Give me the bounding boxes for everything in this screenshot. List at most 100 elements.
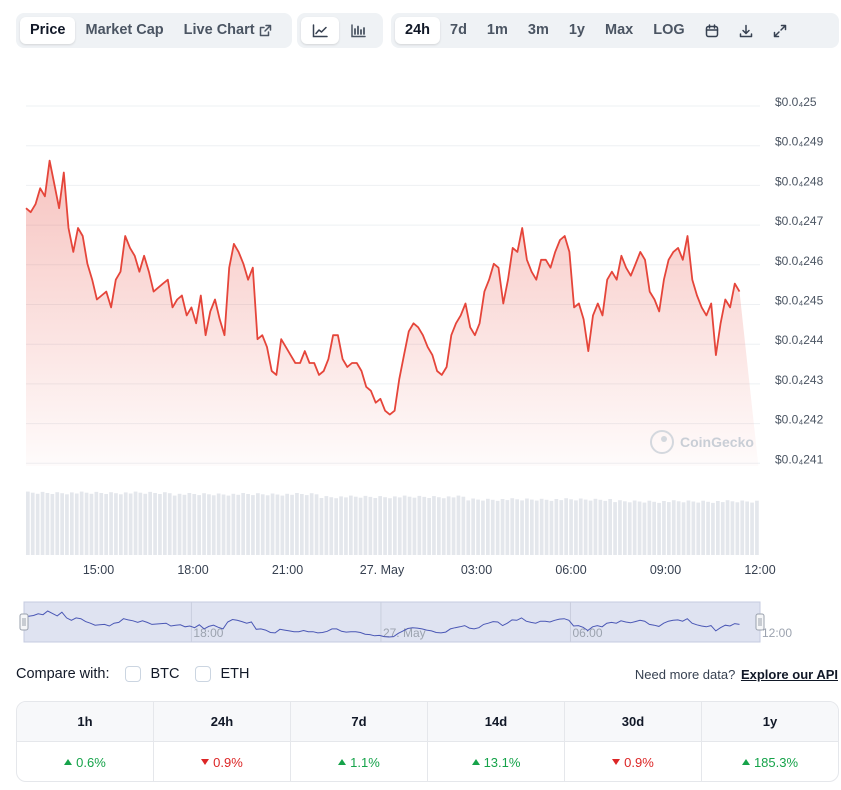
volume-bar	[236, 494, 241, 555]
calendar-button[interactable]	[695, 17, 729, 44]
volume-bar	[89, 493, 94, 555]
price-line	[25, 159, 741, 416]
volume-bar	[720, 502, 725, 555]
range-3m-tab[interactable]: 3m	[527, 22, 549, 38]
volume-bar	[559, 500, 564, 555]
change-cell-1y: 185.3%	[702, 742, 838, 781]
volume-bar	[569, 499, 573, 555]
volume-bar	[417, 495, 422, 555]
volume-bar	[657, 502, 661, 555]
volume-bar	[35, 493, 40, 555]
volume-bar	[153, 493, 157, 555]
volume-bar	[412, 497, 417, 555]
volume-bar	[300, 494, 304, 555]
price-tab[interactable]: Price	[20, 17, 76, 44]
volume-bar	[441, 498, 446, 555]
price-chart[interactable]: $0.0₄25 $0.0₄249 $0.0₄248 $0.0₄247 $0.0₄246 $…	[0, 60, 841, 650]
volume-bar	[486, 498, 490, 555]
volume-bar	[730, 501, 735, 555]
change-1h-value: 0.6%	[76, 754, 106, 770]
period-30d: 30d	[565, 702, 702, 741]
volume-bar	[260, 494, 265, 555]
volume-bar	[461, 496, 466, 555]
volume-bar	[623, 501, 627, 555]
change-value-row: 0.6% 0.9% 1.1% 13.1% 0.9% 185.3%	[17, 742, 838, 781]
range-navigator[interactable]: 18:00 27. May 06:00 12:00	[19, 601, 792, 643]
change-14d: 13.1%	[471, 755, 520, 770]
volume-bar	[456, 495, 461, 555]
range-24h-tab[interactable]: 24h	[395, 17, 440, 44]
period-7d: 7d	[291, 702, 428, 741]
volume-bar	[598, 499, 603, 555]
market-cap-tab[interactable]: Market Cap	[85, 22, 164, 38]
volume-bar	[30, 492, 35, 555]
volume-bar	[476, 499, 480, 555]
volume-bar	[637, 501, 642, 555]
change-1y-value: 185.3%	[753, 754, 799, 770]
volume-bar	[466, 500, 471, 555]
change-cell-7d: 1.1%	[291, 742, 428, 781]
fullscreen-button[interactable]	[763, 17, 797, 44]
volume-bar	[530, 499, 534, 555]
range-7d-tab[interactable]: 7d	[450, 22, 467, 38]
volume-bar	[647, 500, 652, 555]
range-max-tab[interactable]: Max	[605, 22, 634, 38]
volume-bar	[221, 494, 226, 555]
volume-bar	[70, 492, 74, 555]
volume-bar	[525, 498, 529, 555]
caret-up-icon	[741, 759, 750, 765]
change-24h: 0.9%	[201, 755, 243, 770]
navigator-tick-label: 06:00	[572, 626, 602, 640]
navigator-right-handle[interactable]	[755, 613, 765, 631]
price-change-table: 1h 24h 7d 14d 30d 1y 0.6% 0.9% 1.1% 13.1…	[16, 701, 839, 782]
volume-bar	[481, 500, 485, 555]
volume-bar	[26, 491, 30, 555]
volume-bar	[50, 494, 55, 555]
btc-checkbox-box[interactable]	[125, 666, 142, 682]
line-chart-icon	[312, 23, 328, 38]
coingecko-watermark: CoinGecko	[650, 430, 754, 454]
volume-bar	[55, 492, 60, 555]
volume-bar	[490, 499, 495, 555]
volume-bar	[564, 498, 568, 555]
volume-bar	[216, 493, 221, 555]
volume-bar	[138, 492, 143, 555]
volume-bar	[192, 494, 197, 555]
volume-bar	[314, 494, 319, 555]
y-tick-label: $0.0₄249	[775, 135, 824, 149]
line-chart-button[interactable]	[301, 17, 339, 44]
volume-bar	[143, 493, 148, 555]
volume-bar	[539, 498, 544, 555]
change-cell-1h: 0.6%	[17, 742, 154, 781]
volume-bar	[510, 498, 515, 555]
live-chart-link[interactable]: Live Chart	[174, 17, 282, 44]
volume-bar	[319, 498, 324, 555]
volume-bar	[285, 493, 289, 555]
volume-bar	[104, 494, 108, 555]
range-1m-tab[interactable]: 1m	[486, 22, 508, 38]
period-1h: 1h	[17, 702, 154, 741]
api-prompt: Need more data?	[634, 667, 736, 682]
download-button[interactable]	[729, 17, 763, 44]
volume-bar	[520, 500, 524, 555]
volume-bar	[603, 500, 608, 555]
log-scale-toggle[interactable]: LOG	[653, 22, 685, 38]
eth-checkbox-box[interactable]	[195, 666, 212, 682]
volume-bar	[40, 491, 45, 555]
compare-eth-checkbox[interactable]: ETH	[195, 666, 249, 682]
range-1y-tab[interactable]: 1y	[568, 22, 585, 38]
volume-bar	[295, 493, 299, 555]
volume-bar	[701, 500, 705, 555]
navigator-tick-label: 18:00	[193, 626, 223, 640]
volume-bar	[158, 494, 162, 555]
bar-chart-button[interactable]	[339, 17, 377, 44]
expand-icon	[773, 24, 787, 38]
compare-btc-checkbox[interactable]: BTC	[125, 666, 179, 682]
change-30d: 0.9%	[612, 755, 654, 770]
y-tick-label: $0.0₄241	[775, 452, 824, 466]
volume-bar	[187, 493, 192, 555]
explore-api-link[interactable]: Explore our API	[740, 667, 838, 682]
calendar-icon	[705, 23, 719, 38]
navigator-left-handle[interactable]	[19, 613, 29, 631]
volume-bar	[241, 493, 245, 555]
